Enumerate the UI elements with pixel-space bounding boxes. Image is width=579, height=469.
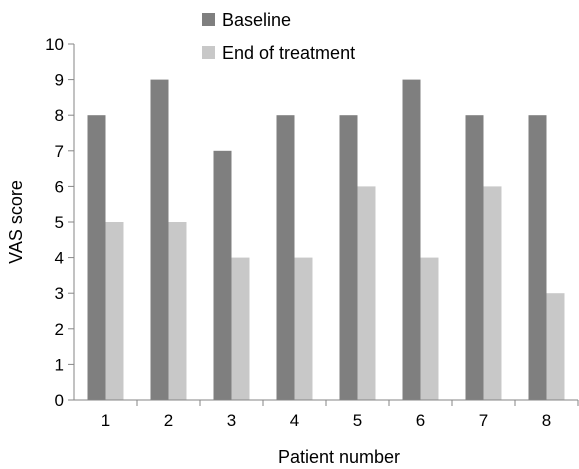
bar-baseline xyxy=(339,115,358,400)
legend: Baseline End of treatment xyxy=(202,10,355,63)
y-tick-label: 0 xyxy=(55,391,64,410)
x-tick-label: 7 xyxy=(479,411,488,430)
bar-baseline xyxy=(465,115,484,400)
y-tick-label: 2 xyxy=(55,320,64,339)
x-tick-label: 2 xyxy=(164,411,173,430)
bar-end-of-treatment xyxy=(168,222,187,400)
bar-baseline xyxy=(213,150,232,400)
x-tick-label: 4 xyxy=(290,411,299,430)
y-tick-label: 9 xyxy=(55,71,64,90)
y-axis: 0 1 2 3 4 5 6 7 8 9 10 xyxy=(45,35,75,410)
y-tick-label: 10 xyxy=(45,35,64,54)
bar-end-of-treatment xyxy=(357,186,376,400)
legend-entry-end-of-treatment: End of treatment xyxy=(202,43,355,63)
y-tick-label: 1 xyxy=(55,355,64,374)
bar-baseline xyxy=(402,79,421,400)
y-tick-label: 7 xyxy=(55,142,64,161)
bar-end-of-treatment xyxy=(105,222,124,400)
legend-label-baseline: Baseline xyxy=(222,10,291,30)
x-tick-label: 1 xyxy=(101,411,110,430)
plot-area: 0 1 2 3 4 5 6 7 8 9 10 1 2 3 4 5 6 7 8 xyxy=(45,35,579,430)
x-tick-label: 5 xyxy=(353,411,362,430)
legend-label-end-of-treatment: End of treatment xyxy=(222,43,355,63)
bar-end-of-treatment xyxy=(294,257,313,400)
bar-baseline xyxy=(87,115,106,400)
bars xyxy=(87,79,565,400)
y-tick-label: 4 xyxy=(55,249,64,268)
legend-swatch-baseline xyxy=(202,13,215,26)
y-tick-label: 6 xyxy=(55,177,64,196)
bar-baseline xyxy=(528,115,547,400)
bar-end-of-treatment xyxy=(420,257,439,400)
x-axis-title: Patient number xyxy=(278,447,400,467)
y-tick-label: 5 xyxy=(55,213,64,232)
x-axis: 1 2 3 4 5 6 7 8 xyxy=(74,399,579,430)
bar-end-of-treatment xyxy=(231,257,250,400)
x-tick-label: 6 xyxy=(416,411,425,430)
bar-end-of-treatment xyxy=(483,186,502,400)
legend-swatch-end-of-treatment xyxy=(202,46,215,59)
bar-end-of-treatment xyxy=(546,293,565,400)
x-tick-label: 3 xyxy=(227,411,236,430)
x-tick-label: 8 xyxy=(542,411,551,430)
legend-entry-baseline: Baseline xyxy=(202,10,291,30)
bar-baseline xyxy=(150,79,169,400)
y-tick-label: 3 xyxy=(55,284,64,303)
bar-baseline xyxy=(276,115,295,400)
y-tick-label: 8 xyxy=(55,106,64,125)
y-axis-title: VAS score xyxy=(6,180,26,264)
